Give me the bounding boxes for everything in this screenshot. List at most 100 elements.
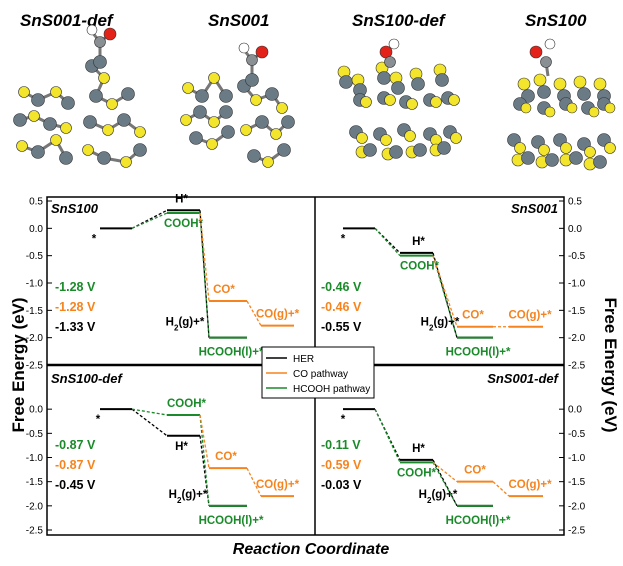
limiting-potential: -0.87 V (55, 458, 96, 472)
c-atom (540, 56, 552, 68)
atomic-structures (13, 24, 616, 171)
s-atom (448, 94, 460, 106)
sn-atom (195, 89, 209, 103)
level-label: * (341, 233, 346, 245)
y-tick-label: -0.5 (568, 429, 586, 440)
s-atom (544, 106, 556, 118)
s-atom (134, 126, 146, 138)
s-atom (50, 86, 62, 98)
energy-diagram-panels: 0.5 0.0 -0.5 -1.0 -1.5 -2.0 -2.5 SnS100 * H* H2(g)… (26, 193, 586, 536)
y-tick-label: -2.0 (26, 333, 44, 344)
level-label: CO(g)+* (508, 479, 552, 491)
s-atom (262, 156, 274, 168)
sn-atom (363, 143, 377, 157)
level-label: H2(g)+* (169, 489, 208, 505)
level-label: CO(g)+* (256, 309, 300, 321)
y-tick-label: -2.5 (26, 361, 44, 372)
s-atom (206, 138, 218, 150)
y-tick-label: -1.0 (26, 279, 44, 290)
connector-her (199, 210, 210, 338)
h-atom (544, 38, 556, 50)
limiting-potential: -0.46 V (321, 280, 362, 294)
sn-atom (521, 151, 535, 165)
y-tick-label: -1.5 (26, 306, 44, 317)
limiting-potential: -0.45 V (55, 478, 96, 492)
limiting-potential: -0.03 V (321, 478, 362, 492)
sn-atom (83, 115, 97, 129)
o-atom (255, 45, 269, 59)
limiting-potential: -1.28 V (55, 300, 96, 314)
y-tick-label: -1.0 (568, 279, 586, 290)
y-tick-label: -2.5 (26, 526, 44, 537)
h-atom (388, 38, 400, 50)
structure-label-snS100: SnS100 (525, 11, 587, 30)
limiting-potential: -0.55 V (321, 320, 362, 334)
sn-atom (31, 145, 45, 159)
connector-co-pathway (492, 481, 510, 497)
s-atom (566, 102, 578, 114)
s-atom (520, 102, 532, 114)
sn-atom (339, 75, 353, 89)
y-tick-label: -1.5 (568, 306, 586, 317)
structure-label-snS100-def: SnS100-def (352, 11, 447, 30)
s-atom (360, 96, 372, 108)
level-label: HCOOH(l)+* (446, 347, 511, 359)
y-tick-label: 0.5 (29, 197, 43, 208)
connector-her (374, 408, 401, 461)
connector-her (131, 408, 168, 437)
legend-label-her: HER (293, 354, 314, 365)
y-tick-label: -2.0 (26, 501, 44, 512)
panel-title: SnS100-def (51, 371, 123, 386)
level-label: CO* (213, 284, 235, 296)
level-label: * (96, 414, 101, 426)
s-atom (208, 116, 220, 128)
connector-co-pathway (199, 414, 210, 469)
sn-atom (545, 153, 559, 167)
sn-atom (537, 85, 551, 99)
level-label: * (92, 233, 97, 245)
s-atom (98, 72, 110, 84)
sn-atom (277, 143, 291, 157)
sn-atom (569, 151, 583, 165)
h-atom (86, 24, 98, 36)
level-label: HCOOH(l)+* (199, 347, 264, 359)
o-atom (529, 45, 543, 59)
sn-atom (89, 89, 103, 103)
s-atom (16, 140, 28, 152)
s-atom (208, 72, 220, 84)
s-atom (384, 94, 396, 106)
y-axis-label-right: Free Energy (eV) (601, 297, 620, 432)
y-tick-label: -0.5 (26, 429, 44, 440)
sn-atom (435, 73, 449, 87)
y-tick-label: 0.0 (568, 224, 582, 235)
s-atom (180, 114, 192, 126)
s-atom (517, 77, 531, 91)
sn-atom (437, 141, 451, 155)
limiting-potential: -0.59 V (321, 458, 362, 472)
y-tick-label: -1.0 (568, 453, 586, 464)
legend-label-co: CO pathway (293, 369, 348, 380)
sn-atom (377, 71, 391, 85)
limiting-potential: -1.28 V (55, 280, 96, 294)
s-atom (120, 156, 132, 168)
legend: HER CO pathway HCOOH pathway (261, 346, 375, 399)
sn-atom (189, 131, 203, 145)
y-tick-label: -1.0 (26, 453, 44, 464)
level-label: H* (175, 193, 188, 205)
level-label: * (341, 414, 346, 426)
sn-atom (31, 93, 45, 107)
level-label: COOH* (397, 467, 437, 479)
panel-sns001-def: 0.0 -0.5 -1.0 -1.5 -2.0 -2.5 SnS001-def * H* H2(g… (321, 371, 586, 537)
y-axis-label-left: Free Energy (eV) (9, 297, 28, 432)
sn-atom (59, 151, 73, 165)
level-label: H* (412, 236, 425, 248)
y-tick-label: -0.5 (26, 251, 44, 262)
y-tick-label: 0.5 (568, 197, 582, 208)
c-atom (384, 56, 396, 68)
level-label: H* (412, 443, 425, 455)
sn-atom (133, 143, 147, 157)
y-tick-label: -2.0 (568, 501, 586, 512)
sn-atom (121, 87, 135, 101)
structure-label-snS001-def: SnS001-def (20, 11, 115, 30)
